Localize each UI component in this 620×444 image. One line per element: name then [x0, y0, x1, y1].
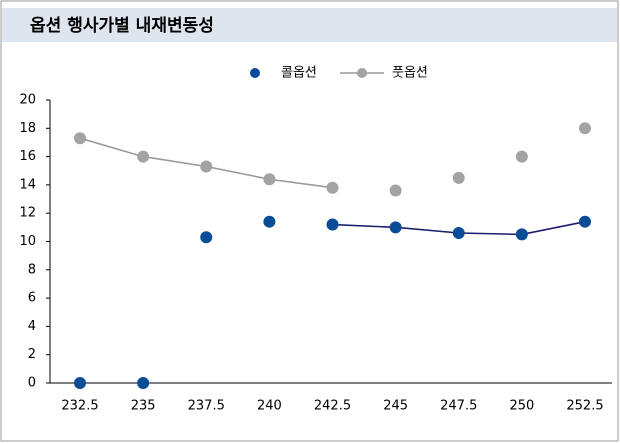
data-point: [389, 184, 402, 197]
data-point: [326, 218, 339, 231]
x-tick-label: 242.5: [314, 399, 351, 414]
data-point: [74, 377, 86, 389]
x-tick-label: 237.5: [188, 399, 225, 414]
data-point: [200, 160, 213, 173]
y-tick-label: 6: [28, 291, 36, 306]
header-bar: [2, 8, 617, 42]
legend-label: 풋옵션: [392, 66, 428, 81]
y-tick-label: 12: [19, 206, 36, 221]
data-point: [579, 122, 591, 135]
chart-title: 옵션 행사가별 내재변동성: [30, 16, 214, 36]
legend-marker: [357, 68, 367, 78]
data-point: [137, 377, 150, 389]
x-tick-label: 235: [131, 399, 156, 414]
x-tick-label: 245: [383, 399, 408, 414]
data-point: [137, 150, 150, 163]
y-tick-label: 2: [28, 347, 36, 362]
data-point: [515, 150, 528, 163]
data-point: [263, 215, 276, 228]
legend-label: 콜옵션: [281, 66, 317, 81]
x-tick-label: 232.5: [61, 399, 98, 414]
x-tick-label: 252.5: [566, 399, 603, 414]
data-point: [200, 231, 213, 244]
y-tick-label: 8: [28, 262, 36, 277]
data-point: [579, 215, 591, 228]
y-tick-label: 16: [19, 149, 36, 164]
data-point: [389, 221, 402, 234]
data-point: [452, 171, 465, 184]
y-tick-label: 14: [19, 177, 36, 192]
y-tick-label: 0: [28, 376, 36, 391]
x-tick-label: 240: [257, 399, 282, 414]
data-point: [515, 228, 528, 241]
y-tick-label: 4: [28, 319, 36, 334]
y-tick-label: 18: [19, 121, 36, 136]
x-tick-label: 247.5: [440, 399, 477, 414]
data-point: [74, 132, 86, 145]
data-point: [452, 227, 465, 240]
x-tick-label: 250: [509, 399, 534, 414]
y-tick-label: 20: [19, 93, 36, 108]
data-point: [326, 181, 339, 194]
y-tick-label: 10: [19, 234, 36, 249]
data-point: [263, 173, 276, 186]
legend-marker: [250, 68, 260, 78]
